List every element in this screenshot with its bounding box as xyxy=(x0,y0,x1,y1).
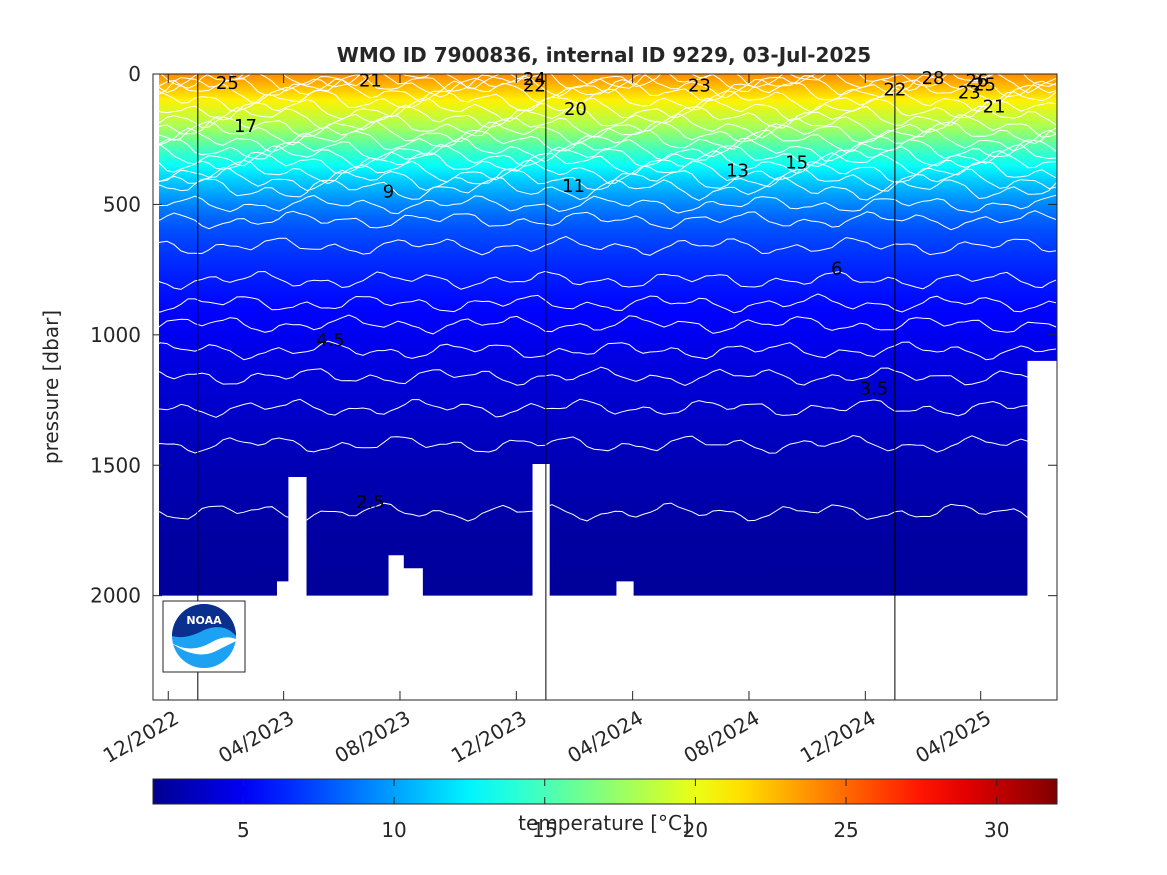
x-tick-label: 04/2023 xyxy=(214,706,298,768)
colorbar: 5 10 15 20 25 30 temperature [°C] xyxy=(152,778,1058,842)
y-tick-label: 1000 xyxy=(90,323,141,347)
contour-label: 28 xyxy=(922,68,945,89)
contour-label: 6 xyxy=(831,258,842,279)
contour-line xyxy=(159,120,1057,146)
colorbar-tick-label: 30 xyxy=(984,818,1009,842)
contour-line xyxy=(159,166,1057,192)
y-axis-label: pressure [dbar] xyxy=(39,310,63,464)
x-tick-label: 08/2023 xyxy=(331,706,415,768)
colorbar-tick-label: 10 xyxy=(381,818,406,842)
colorbar-tick-label: 20 xyxy=(683,818,708,842)
contour-line xyxy=(159,194,1057,215)
data-field xyxy=(159,74,1057,596)
colorbar-tick-label: 25 xyxy=(833,818,858,842)
noaa-logo: NOAA xyxy=(162,600,246,673)
y-axis: 0 500 1000 1500 2000 xyxy=(90,62,1057,608)
contour-label: 22 xyxy=(883,80,906,101)
y-tick-label: 0 xyxy=(128,62,141,86)
colorbar-label: temperature [°C] xyxy=(518,811,690,835)
contour-line xyxy=(159,398,1057,418)
x-tick-label: 12/2024 xyxy=(796,706,880,768)
contour-line xyxy=(159,235,1057,256)
axes-box xyxy=(152,73,1058,701)
contour-label: 25 xyxy=(216,73,239,94)
contour-label: 21 xyxy=(359,71,382,92)
contour-line xyxy=(159,270,1057,290)
contour-line xyxy=(159,159,1057,185)
contour-line xyxy=(159,104,1057,130)
contour-label: 11 xyxy=(562,176,585,197)
contour-lines xyxy=(159,74,1057,522)
x-tick-label: 12/2023 xyxy=(447,706,531,768)
contour-line xyxy=(159,434,1057,455)
contour-line xyxy=(159,293,1057,314)
contour-line xyxy=(159,314,1057,335)
x-tick-label: 04/2025 xyxy=(911,706,995,768)
colorbar-gradient xyxy=(152,778,1058,805)
contour-line xyxy=(159,175,1057,202)
noaa-logo-text: NOAA xyxy=(186,614,222,627)
contour-line xyxy=(159,143,1057,169)
contour-line xyxy=(159,78,1057,104)
contour-line xyxy=(159,113,1057,139)
chart-title: WMO ID 7900836, internal ID 9229, 03-Jul… xyxy=(337,43,871,67)
y-tick-label: 1500 xyxy=(90,453,141,477)
colorbar-tick-label: 5 xyxy=(237,818,250,842)
contour-line xyxy=(159,96,1057,123)
contour-label: 24 xyxy=(523,69,546,90)
contour-line xyxy=(159,366,1057,387)
contour-label: 23 xyxy=(688,76,711,97)
x-tick-label: 04/2024 xyxy=(563,706,647,768)
contour-label: 20 xyxy=(564,99,587,120)
contour-label: 23 xyxy=(958,82,981,103)
x-tick-label: 12/2022 xyxy=(99,706,183,768)
contour-label: 26 xyxy=(965,71,988,92)
x-tick-label: 08/2024 xyxy=(680,706,764,768)
contour-label: 22 xyxy=(523,76,546,97)
contour-label: 15 xyxy=(785,153,808,174)
contour-line xyxy=(159,86,1057,113)
contour-label: 2.5 xyxy=(356,492,385,513)
contour-label: 17 xyxy=(234,116,257,137)
contour-label: 21 xyxy=(983,97,1006,118)
contour-label: 25 xyxy=(973,74,996,95)
year-boundaries xyxy=(197,74,896,700)
y-tick-label: 500 xyxy=(103,192,141,216)
contour-line xyxy=(159,150,1057,176)
y-tick-label: 2000 xyxy=(90,584,141,608)
colorbar-tick-label: 15 xyxy=(532,818,557,842)
contour-label: 4.5 xyxy=(316,330,345,351)
contour-line xyxy=(159,137,1057,163)
contour-label: 13 xyxy=(726,161,749,182)
contour-line xyxy=(159,74,1057,89)
contour-label: 3.5 xyxy=(860,378,889,399)
contour-line xyxy=(159,340,1057,361)
contour-line xyxy=(159,210,1057,231)
colorbar-ticks: 5 10 15 20 25 30 xyxy=(237,779,1009,842)
contour-label: 9 xyxy=(383,181,394,202)
